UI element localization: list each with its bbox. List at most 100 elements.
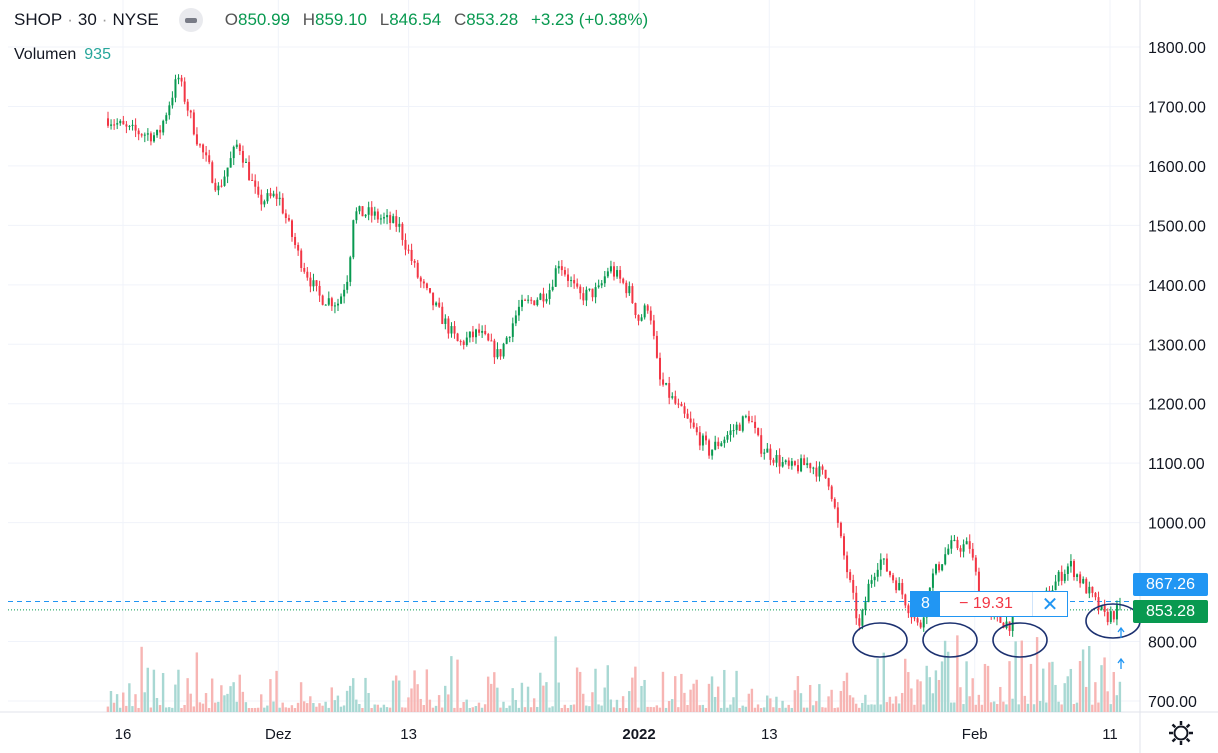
candle-body [827,478,830,487]
candle-body [833,498,836,508]
annotation-ellipse [852,622,908,658]
volume-bar [511,688,514,712]
volume-value: 935 [84,46,111,63]
candle-body [781,462,784,467]
volume-bar [670,699,674,712]
volume-bar [1075,702,1079,712]
symbol[interactable]: SHOP [14,10,63,29]
candle-body [438,302,441,307]
candle-body [505,337,508,344]
candle-body [340,296,343,304]
candle-body [723,439,726,444]
candle-body [904,594,907,606]
settings-gear-icon[interactable] [1168,720,1194,746]
volume-bar [514,699,517,712]
candle-body [235,144,238,147]
candle-body [1091,586,1094,593]
candle-body [824,469,827,479]
volume-bar [207,707,211,712]
volume-bar [106,706,110,712]
close-icon[interactable]: ✕ [1041,593,1059,616]
volume-bar [910,688,913,712]
candle-body [410,249,413,261]
candle-body [1002,622,1005,629]
x-tick-label: Dez [265,726,292,743]
volume-bar [382,704,386,712]
candle-body [447,318,450,334]
volume-bar [1103,657,1106,712]
candle-body [183,81,186,102]
volume-bar [149,707,153,712]
candle-body [333,305,336,307]
volume-bar [916,679,919,712]
candle-body [1103,605,1106,612]
volume-bar [762,707,766,712]
volume-bar [253,707,257,712]
candle-body [907,605,910,614]
candle-body [732,430,735,432]
candle-body [162,120,165,133]
annotation-ellipse [1085,603,1141,639]
candle-body [1112,611,1115,620]
volume-bar [373,704,376,712]
candle-body [542,293,545,302]
candle-body [861,609,864,626]
collapse-legend-button[interactable] [178,8,203,32]
volume-bar [394,675,398,712]
volume-bar [171,707,174,712]
candle-body [818,466,821,477]
volume-bar [900,692,904,712]
volume-bar [793,690,797,712]
candle-body [919,622,922,628]
volume-bar [913,704,916,712]
volume-bar [229,686,232,712]
candle-body [475,329,477,338]
y-tick-label: 1000.00 [1148,516,1206,533]
volume-bar [989,702,993,712]
volume-bar [965,661,968,712]
volume-bar [572,704,576,712]
candle-body [202,144,205,153]
candle-body [389,215,392,223]
candle-body [533,300,536,306]
volume-bar [1109,704,1112,712]
candle-body [898,583,901,591]
volume-bar [940,661,944,712]
candle-body [609,266,612,272]
candle-body [922,617,925,628]
candle-body [787,460,790,466]
candle-body [649,310,652,321]
volume-bar [695,679,698,712]
volume-bar [416,684,419,712]
candle-body [521,299,523,307]
candle-body [432,292,435,306]
candle-body [683,406,686,414]
volume-bar [885,702,889,712]
minus-icon [184,17,197,23]
volume-bar [1088,645,1091,712]
volume-bar [174,684,177,712]
candle-body [947,548,950,555]
candle-body [772,459,775,463]
volume-bar [716,686,720,712]
volume-bar [833,707,836,712]
candle-body [692,422,695,428]
volume-bar [977,694,981,712]
candle-body [226,167,229,177]
candle-body [846,555,849,573]
volume-bar [658,707,662,712]
volume-bar [272,701,275,712]
candle-body [686,413,689,419]
candle-body [705,435,707,441]
volume-bar [164,707,168,712]
candle-body [852,580,855,593]
volume-bar [962,704,965,712]
exchange: NYSE [112,10,159,29]
volume-bar [505,707,508,712]
volume-bar [462,702,465,712]
volume-bar [348,685,352,712]
volume-bar [367,692,370,712]
candle-body [1073,561,1075,578]
volume-bar [468,707,471,712]
